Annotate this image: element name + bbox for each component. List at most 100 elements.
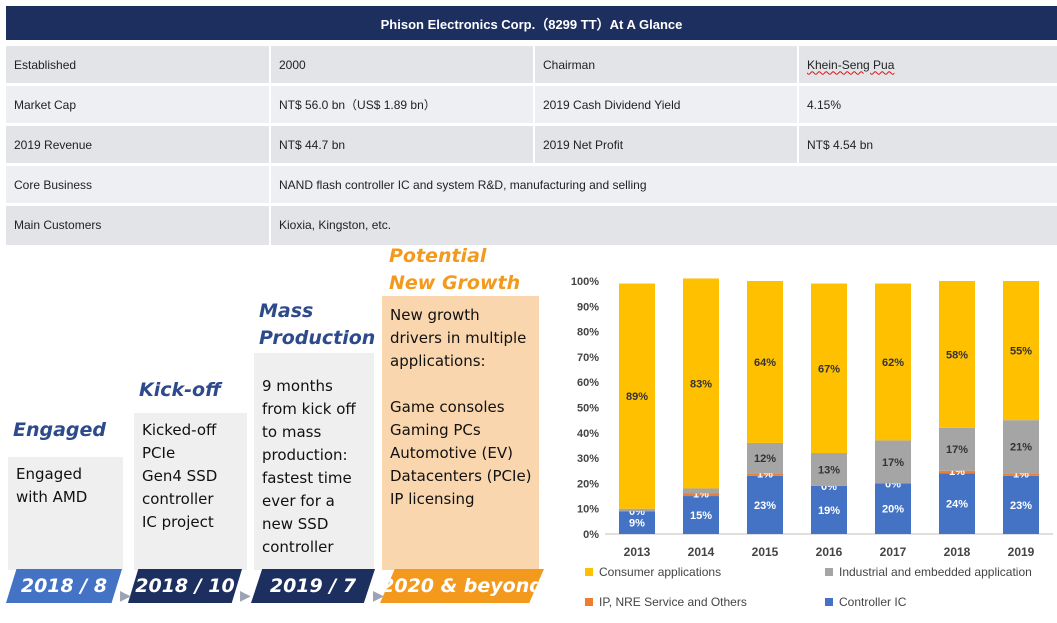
bar-segment: [683, 493, 719, 497]
revenue-value: NT$ 44.7 bn: [269, 123, 534, 165]
net-profit-label: 2019 Net Profit: [533, 123, 798, 165]
data-label: 23%: [754, 500, 776, 512]
x-tick-label: 2016: [816, 545, 843, 559]
bar-segment: [1003, 420, 1039, 474]
data-label: 23%: [1010, 500, 1032, 512]
stage-text-line: New growth: [390, 306, 480, 324]
company-info-table: Established 2000 Chairman Khein-Seng Pua…: [6, 43, 1057, 245]
legend-label: Consumer applications: [599, 565, 722, 579]
table-row: 2019 Revenue NT$ 44.7 bn 2019 Net Profit…: [6, 123, 1057, 165]
stage-box-mass-production: 9 months from kick off to mass productio…: [254, 353, 374, 570]
x-tick-label: 2017: [880, 545, 907, 559]
legend-item-industrial: Industrial and embedded application: [825, 565, 1032, 579]
bar-segment: [683, 278, 719, 489]
y-tick-label: 70%: [577, 352, 599, 364]
data-label: 20%: [882, 504, 904, 516]
stage-text-line: Datacenters (PCIe): [390, 467, 532, 485]
arrow-right-icon: ▶: [373, 587, 384, 603]
bar-segment: [683, 496, 719, 534]
y-tick-label: 40%: [577, 428, 599, 440]
chairman-value: Khein-Seng Pua: [797, 43, 1057, 85]
y-tick-label: 90%: [577, 301, 599, 313]
stage-text-line: IC project: [142, 513, 214, 531]
data-label: 15%: [690, 510, 712, 522]
table-row: Established 2000 Chairman Khein-Seng Pua: [6, 43, 1057, 85]
data-label: 58%: [946, 349, 968, 361]
stage-heading-line: Kick-off: [139, 379, 221, 401]
bar-segment: [939, 473, 975, 534]
y-tick-label: 10%: [577, 504, 599, 516]
stage-text-line: 9 months: [262, 377, 333, 395]
stage-text-line: Engaged: [16, 465, 82, 483]
main-customers-value: Kioxia, Kingston, etc.: [269, 203, 1057, 245]
bar-segment: [811, 453, 847, 486]
bar-segment: [747, 473, 783, 476]
y-tick-label: 50%: [577, 403, 599, 415]
stage-text-line: applications:: [390, 352, 486, 370]
legend-label: IP, NRE Service and Others: [599, 595, 747, 609]
stage-text-line: to mass: [262, 423, 322, 441]
stage-text-line: ever for a: [262, 492, 335, 510]
stage-text-line: Gaming PCs: [390, 421, 481, 439]
stage-text-line: Kicked-off: [142, 421, 217, 439]
table-row: Market Cap NT$ 56.0 bn（US$ 1.89 bn） 2019…: [6, 83, 1057, 125]
bar-segment: [1003, 473, 1039, 476]
bar-segment: [875, 283, 911, 441]
bar-segment: [875, 483, 911, 534]
date-tag-2019-7: 2019 / 7: [251, 569, 375, 603]
stage-text-line: drivers in multiple: [390, 329, 527, 347]
established-value: 2000: [269, 43, 534, 85]
stage-box-engaged: Engaged with AMD: [8, 457, 123, 570]
legend-label: Industrial and embedded application: [839, 565, 1032, 579]
y-tick-label: 60%: [577, 377, 599, 389]
legend-label: Controller IC: [839, 595, 907, 609]
stage-heading-mass-production: Mass Production: [259, 298, 375, 352]
table-row: Core Business NAND flash controller IC a…: [6, 163, 1057, 205]
legend-swatch: [825, 598, 833, 606]
stage-text-line: Automotive (EV): [390, 444, 513, 462]
dividend-yield-label: 2019 Cash Dividend Yield: [533, 83, 798, 125]
bar-segment: [619, 283, 655, 509]
main-customers-label: Main Customers: [6, 203, 270, 245]
stage-text-line: [390, 373, 531, 396]
arrow-right-icon: ▶: [240, 587, 251, 603]
revenue-label: 2019 Revenue: [6, 123, 270, 165]
y-tick-label: 30%: [577, 453, 599, 465]
x-tick-label: 2015: [752, 545, 779, 559]
bar-segment: [747, 475, 783, 534]
legend-swatch: [585, 568, 593, 576]
stage-text-line: with AMD: [16, 488, 88, 506]
stage-heading-engaged: Engaged: [13, 417, 106, 444]
arrow-right-icon: ▶: [120, 587, 131, 603]
legend-item-consumer: Consumer applications: [585, 565, 721, 579]
bar-segment: [1003, 475, 1039, 534]
bar-segment: [875, 440, 911, 484]
x-tick-label: 2018: [944, 545, 971, 559]
bar-segment: [1003, 281, 1039, 421]
stage-text-line: PCIe: [142, 444, 176, 462]
stage-text-line: fastest time: [262, 469, 352, 487]
legend-item-controller-ic: Controller IC: [825, 595, 906, 609]
x-tick-label: 2013: [624, 545, 651, 559]
data-label: 62%: [882, 357, 904, 369]
date-tag-2020-beyond: 2020 & beyond: [380, 569, 544, 603]
y-tick-label: 20%: [577, 478, 599, 490]
y-tick-label: 0%: [583, 529, 599, 541]
data-label: 21%: [1010, 442, 1032, 454]
data-label: 89%: [626, 391, 648, 403]
chairman-name: Khein-Seng Pua: [807, 57, 895, 72]
stage-heading-line: New Growth: [389, 272, 521, 294]
core-business-label: Core Business: [6, 163, 270, 205]
stage-text-line: from kick off: [262, 400, 356, 418]
legend-swatch: [825, 568, 833, 576]
bar-segment: [619, 511, 655, 534]
stage-text-line: IP licensing: [390, 490, 475, 508]
x-tick-label: 2019: [1008, 545, 1035, 559]
data-label: 64%: [754, 357, 776, 369]
data-label: 19%: [818, 505, 840, 517]
bar-segment: [939, 427, 975, 471]
stage-heading-line: Potential: [389, 245, 487, 267]
data-label: 13%: [818, 464, 840, 476]
stage-heading-line: Mass: [259, 300, 314, 322]
established-label: Established: [6, 43, 270, 85]
